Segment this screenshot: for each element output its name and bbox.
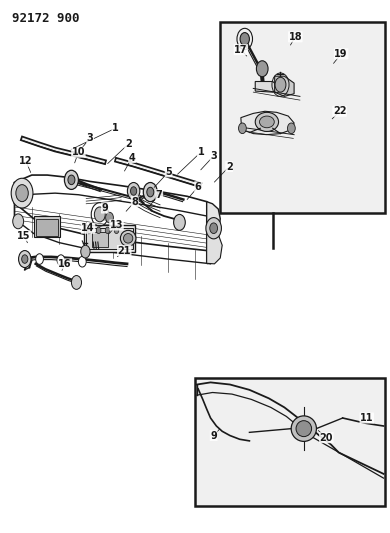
Polygon shape [207,201,220,264]
Circle shape [78,256,86,267]
Circle shape [206,217,222,239]
Circle shape [71,276,82,289]
Text: 4: 4 [129,152,135,163]
Polygon shape [241,111,294,135]
Text: 1: 1 [197,147,204,157]
Circle shape [106,212,113,223]
Text: 1: 1 [112,123,119,133]
Text: 2: 2 [226,161,232,172]
Text: 22: 22 [333,106,346,116]
Ellipse shape [291,416,316,441]
Circle shape [35,254,43,264]
Circle shape [239,123,246,134]
Circle shape [19,251,31,268]
Circle shape [13,214,24,229]
Circle shape [87,227,92,233]
Circle shape [174,214,185,230]
Circle shape [81,245,90,258]
Circle shape [287,123,295,134]
Circle shape [256,61,268,77]
Polygon shape [255,82,280,92]
Bar [86,228,133,249]
Text: 18: 18 [289,32,302,42]
Text: 11: 11 [360,413,374,423]
Bar [195,378,385,506]
Circle shape [275,77,286,92]
Text: 17: 17 [234,45,248,54]
Text: 9: 9 [210,431,217,441]
Ellipse shape [255,112,278,132]
Text: 6: 6 [195,182,202,192]
Circle shape [147,187,154,197]
Bar [34,216,60,237]
Circle shape [57,255,65,265]
Bar [35,219,58,236]
Circle shape [210,223,218,233]
Circle shape [94,207,105,222]
Text: 12: 12 [19,156,33,166]
Text: 20: 20 [319,433,333,443]
Text: 3: 3 [210,151,217,161]
Circle shape [131,187,137,195]
Circle shape [105,227,110,233]
Text: 15: 15 [17,231,31,241]
Bar [92,232,108,247]
Text: 2: 2 [125,139,131,149]
Text: 9: 9 [101,203,108,213]
Ellipse shape [121,230,136,246]
Circle shape [22,255,28,263]
Text: 21: 21 [117,246,131,255]
Circle shape [68,175,75,184]
Text: 92172 900: 92172 900 [12,12,79,26]
Text: 8: 8 [131,197,138,207]
Text: 5: 5 [165,167,172,177]
Circle shape [143,182,157,201]
Polygon shape [275,76,294,96]
Ellipse shape [259,116,274,128]
Circle shape [64,170,78,189]
Circle shape [16,184,28,201]
Text: 3: 3 [87,133,94,143]
Text: 19: 19 [334,49,348,59]
Ellipse shape [124,233,133,243]
Circle shape [11,178,33,208]
Bar [220,22,385,213]
Text: 10: 10 [72,147,85,157]
Circle shape [240,33,250,45]
Text: 16: 16 [58,259,72,269]
Text: 14: 14 [82,223,95,233]
Text: 13: 13 [110,220,123,230]
Circle shape [96,227,101,233]
Circle shape [128,182,140,199]
Polygon shape [207,229,222,264]
Ellipse shape [296,421,312,437]
Text: 7: 7 [156,190,163,200]
Circle shape [114,227,119,233]
Bar [84,225,135,252]
